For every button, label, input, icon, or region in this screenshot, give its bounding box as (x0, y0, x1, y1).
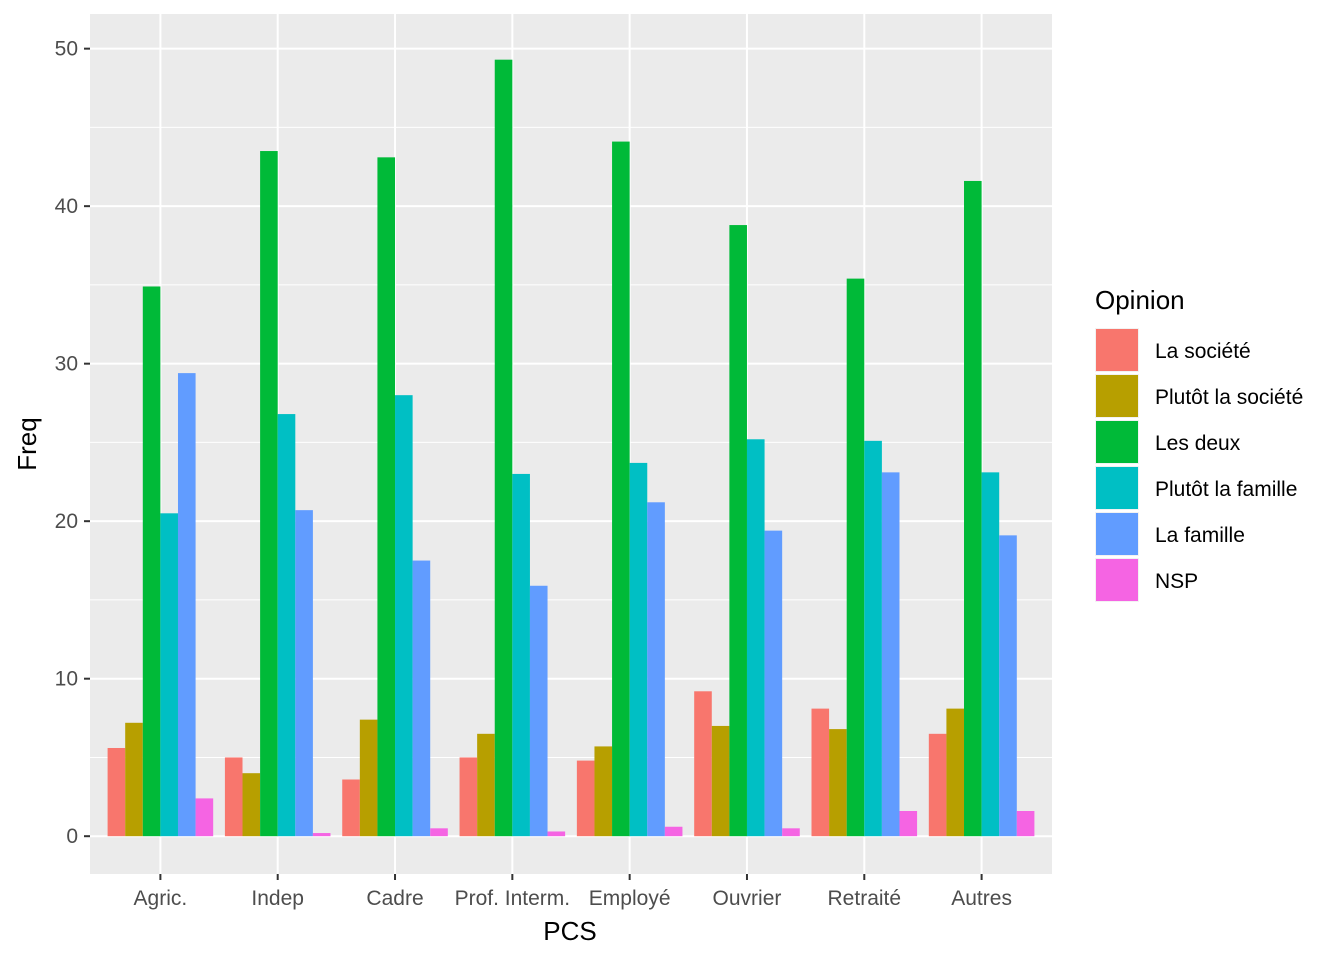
legend-swatch (1096, 375, 1138, 417)
x-tick-label: Employé (589, 887, 671, 910)
bar (664, 826, 683, 837)
bar (811, 708, 830, 837)
bar (177, 373, 196, 837)
bar (928, 733, 947, 837)
bar (864, 440, 882, 837)
bar (612, 141, 630, 837)
bar (142, 286, 161, 837)
legend-label: NSP (1155, 570, 1198, 593)
bar (377, 157, 396, 837)
bar (512, 473, 530, 837)
x-tick-label: Prof. Interm. (455, 887, 571, 910)
bar (107, 747, 126, 837)
bar (312, 833, 331, 837)
bar (395, 395, 413, 837)
bar (529, 585, 548, 837)
bar (125, 722, 143, 837)
legend-swatch (1096, 559, 1138, 601)
y-tick-label: 20 (55, 510, 78, 533)
x-axis: Agric. Indep Cadre Prof. Interm. Employé Ouvr… (134, 874, 1012, 910)
bar (846, 278, 865, 837)
bar (964, 180, 982, 837)
legend-label: Plutôt la société (1155, 386, 1303, 409)
x-tick-label: Retraité (828, 887, 902, 910)
bar (881, 472, 900, 837)
bar (295, 510, 313, 837)
bar (195, 798, 214, 837)
y-tick-label: 40 (55, 195, 78, 218)
x-tick-label: Cadre (366, 887, 423, 910)
legend: Opinion La société Plutôt la société Les d… (1095, 285, 1303, 602)
bar (694, 691, 712, 837)
y-tick-label: 30 (55, 353, 78, 376)
bar (242, 773, 261, 837)
bar (629, 462, 648, 837)
legend-label: La société (1155, 340, 1251, 363)
legend-swatch (1096, 421, 1138, 463)
bar (224, 757, 243, 837)
bar (764, 530, 783, 837)
legend-swatch (1096, 329, 1138, 371)
x-axis-title: PCS (543, 916, 596, 946)
y-axis: 0 10 20 30 40 50 (55, 38, 90, 848)
legend-items: La société Plutôt la société Les deux Plutô… (1095, 328, 1303, 602)
bar (829, 729, 847, 837)
bar (999, 535, 1017, 837)
bar (946, 708, 965, 837)
y-tick-label: 0 (66, 825, 78, 848)
bar (477, 733, 495, 837)
legend-label: Plutôt la famille (1155, 478, 1297, 501)
bar (899, 810, 918, 837)
bar (647, 502, 665, 837)
bar (594, 746, 613, 837)
legend-label: Les deux (1155, 432, 1241, 455)
bar (576, 760, 595, 837)
x-tick-label: Ouvrier (713, 887, 782, 910)
bar (782, 828, 800, 837)
bar (459, 757, 478, 837)
bar (547, 831, 566, 837)
bar (277, 414, 296, 837)
bar (729, 225, 747, 837)
bar (160, 513, 178, 837)
bars (107, 59, 1035, 837)
bar (260, 151, 278, 837)
y-tick-label: 50 (55, 38, 78, 61)
bar (430, 828, 448, 837)
bar (412, 560, 431, 837)
y-tick-label: 10 (55, 668, 78, 691)
bar (359, 719, 378, 837)
bar (746, 439, 765, 837)
legend-swatch (1096, 467, 1138, 509)
bar (342, 779, 360, 837)
x-tick-label: Indep (251, 887, 304, 910)
legend-label: La famille (1155, 524, 1245, 547)
bar (1016, 810, 1035, 837)
legend-swatch (1096, 513, 1138, 555)
y-axis-title: Freq (12, 417, 42, 470)
bar (494, 59, 513, 837)
bar (981, 472, 1000, 837)
bar (711, 725, 730, 837)
x-tick-label: Autres (951, 887, 1012, 910)
x-tick-label: Agric. (134, 887, 188, 910)
panel-background (90, 14, 1052, 874)
legend-title: Opinion (1095, 285, 1185, 315)
